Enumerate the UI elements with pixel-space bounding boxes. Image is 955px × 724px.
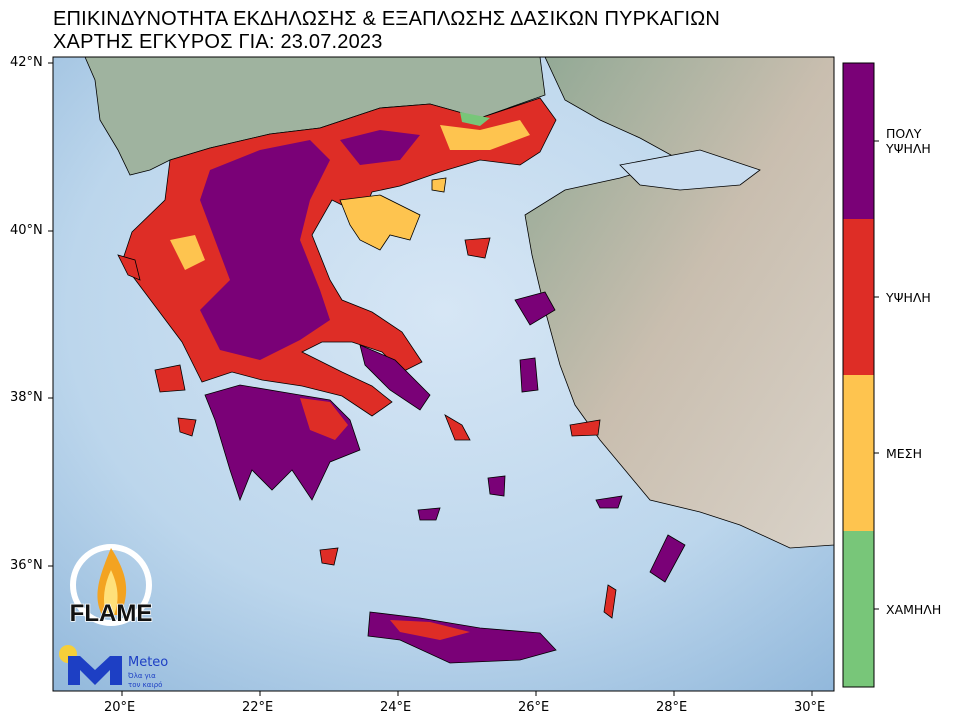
medium-zone-epirus xyxy=(170,235,205,270)
island-lemnos xyxy=(464,237,491,259)
high-zone-crete xyxy=(390,620,470,640)
island-thasos xyxy=(431,177,447,193)
lat-tick-38: 38°N xyxy=(10,390,43,405)
colorbar-very-high xyxy=(843,63,874,219)
island-karpathos xyxy=(603,584,617,619)
island-zakynthos xyxy=(177,417,197,437)
lon-tick-26: 26°E xyxy=(518,700,550,715)
island-kefalonia xyxy=(154,364,186,393)
medium-zone-north xyxy=(440,120,530,150)
region-evia xyxy=(359,344,431,411)
colorbar-high xyxy=(843,219,874,375)
legend-label-high: ΥΨΗΛΗ xyxy=(886,290,931,305)
colorbar xyxy=(842,62,879,688)
flame-logo: FLAME xyxy=(69,544,153,628)
very-high-zone-mainland xyxy=(200,140,330,360)
region-chalkidiki xyxy=(339,194,421,251)
map-subtitle-date: ΧΑΡΤΗΣ ΕΓΚΥΡΟΣ ΓΙΑ: 23.07.2023 xyxy=(53,31,383,53)
island-lesvos xyxy=(514,291,556,326)
island-chios xyxy=(519,357,539,393)
axis-ticks xyxy=(48,62,813,696)
flame-logo-text: FLAME xyxy=(70,600,153,627)
island-andros xyxy=(444,414,471,441)
lon-tick-24: 24°E xyxy=(380,700,412,715)
lat-tick-40: 40°N xyxy=(10,223,43,238)
marmara-sea xyxy=(619,149,761,191)
very-high-zone-thrace xyxy=(340,130,420,165)
plot-frame xyxy=(52,56,835,692)
island-rhodes xyxy=(649,534,686,583)
lon-tick-20: 20°E xyxy=(104,700,136,715)
island-corfu xyxy=(117,254,141,281)
island-milos xyxy=(417,507,441,521)
svg-text:Όλα για: Όλα για xyxy=(127,672,156,680)
svg-text:τον καιρό: τον καιρό xyxy=(128,681,162,689)
legend-label-very-high: ΠΟΛΥ ΥΨΗΛΗ xyxy=(886,126,931,156)
legend-label-medium: ΜΕΣΗ xyxy=(886,446,922,461)
turkey-land xyxy=(524,57,834,549)
low-zone-north xyxy=(460,112,490,126)
colorbar-low xyxy=(843,531,874,687)
island-naxos xyxy=(487,475,506,497)
meteo-logo-text: Meteo xyxy=(128,655,168,670)
map-title: ΕΠΙΚΙΝΔΥΝΟΤΗΤΑ ΕΚΔΗΛΩΣΗΣ & ΕΞΑΠΛΩΣΗΣ ΔΑΣ… xyxy=(53,8,721,30)
lat-tick-36: 36°N xyxy=(10,558,43,573)
legend-label-low: ΧΑΜΗΛΗ xyxy=(886,602,942,617)
island-kythira xyxy=(319,547,339,566)
island-kos xyxy=(595,495,623,509)
colorbar-medium xyxy=(843,375,874,531)
high-zone-peloponnese xyxy=(300,398,348,440)
lon-tick-22: 22°E xyxy=(242,700,274,715)
lat-tick-42: 42°N xyxy=(10,55,43,70)
island-samos xyxy=(569,419,601,437)
lon-tick-28: 28°E xyxy=(656,700,688,715)
lon-tick-30: 30°E xyxy=(794,700,826,715)
meteo-logo: Meteo Όλα για τον καιρό xyxy=(59,645,168,689)
